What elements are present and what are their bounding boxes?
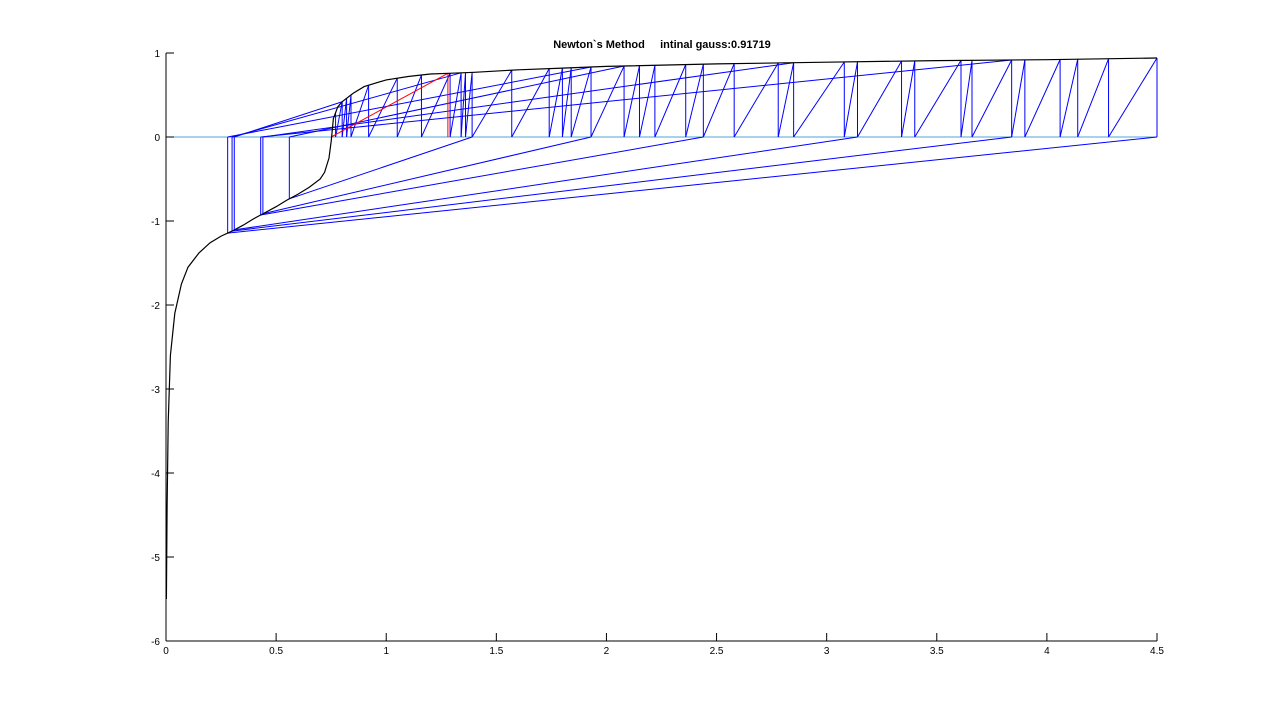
iteration-tangent-line (960, 60, 973, 138)
iteration-tangent-line (1011, 59, 1026, 138)
y-tick-label: 1 (154, 49, 160, 60)
iteration-tangent-line (777, 62, 795, 138)
iteration-tangent-line (901, 60, 916, 138)
y-tick-label: -6 (151, 637, 160, 648)
iteration-tangent-line (262, 62, 794, 138)
iteration-tangent-line (234, 136, 858, 231)
iteration-tangent-line (685, 64, 704, 138)
iteration-tangent-line (260, 136, 704, 216)
iteration-tangent-line (471, 69, 513, 138)
iteration-tangent-line (260, 59, 1012, 138)
y-tick-label: -2 (151, 301, 160, 312)
iteration-tangent-line (1024, 59, 1061, 138)
iteration-tangent-line (227, 66, 592, 138)
iteration-tangent-line (971, 59, 1013, 138)
iteration-tangent-line (914, 60, 962, 138)
iteration-tangent-line (1108, 57, 1158, 138)
x-tick-label: 3 (824, 646, 830, 657)
iteration-tangent-line (638, 65, 656, 138)
x-tick-label: 1.5 (489, 646, 503, 657)
iteration-tangent-line (335, 101, 343, 138)
x-tick-label: 0 (163, 646, 169, 657)
axes: 0 0.5 1 1.5 2 2.5 3 3.5 4 4.5 1 0 -1 -2 -3 -4 -5 -6 (151, 49, 1164, 657)
iteration-tangent-line (1059, 59, 1079, 138)
x-tick-label: 1 (383, 646, 389, 657)
iteration-tangent-line (460, 72, 467, 138)
iteration-tangent-line (232, 136, 1012, 232)
iteration-tangent-line (346, 94, 352, 138)
iteration-tangent-line (227, 136, 1158, 234)
iteration-tangent-line (289, 65, 625, 138)
final-iteration-tangent-line (330, 72, 449, 138)
iteration-tangent-line (857, 60, 902, 138)
iteration-tangent-line (733, 62, 779, 138)
x-tick-label: 0.5 (269, 646, 283, 657)
chart-title: Newton`s Method intinal gauss:0.91719 (553, 39, 771, 51)
iteration-tangent-line (289, 136, 473, 200)
iteration-tangent-line (231, 72, 462, 138)
function-curve (165, 57, 1158, 600)
x-tick-label: 2 (604, 646, 610, 657)
iteration-tangent-line (234, 101, 343, 138)
iteration-tangent-line (421, 73, 451, 138)
plot-area (165, 57, 1158, 600)
y-tick-label: -1 (151, 217, 160, 228)
iteration-tangent-line (262, 136, 592, 215)
y-tick-label: -5 (151, 553, 160, 564)
y-tick-label: -4 (151, 469, 160, 480)
iteration-tangent-line (623, 65, 640, 138)
y-tick-label: -3 (151, 385, 160, 396)
x-tick-label: 4 (1044, 646, 1050, 657)
iteration-tangent-line (654, 64, 687, 138)
iteration-tangent-line (449, 72, 462, 138)
iteration-tangent-line (511, 68, 550, 138)
y-tick-label: 0 (154, 133, 160, 144)
iteration-tangent-line (702, 63, 735, 138)
x-tick-label: 4.5 (1150, 646, 1164, 657)
iteration-tangent-line (561, 67, 572, 138)
x-tick-label: 2.5 (710, 646, 724, 657)
x-tick-label: 3.5 (930, 646, 944, 657)
iteration-tangent-line (465, 72, 473, 138)
iteration-tangent-line (570, 66, 592, 138)
iteration-tangent-line (793, 61, 845, 138)
iteration-tangent-line (843, 61, 858, 138)
iteration-tangent-line (1077, 58, 1110, 138)
